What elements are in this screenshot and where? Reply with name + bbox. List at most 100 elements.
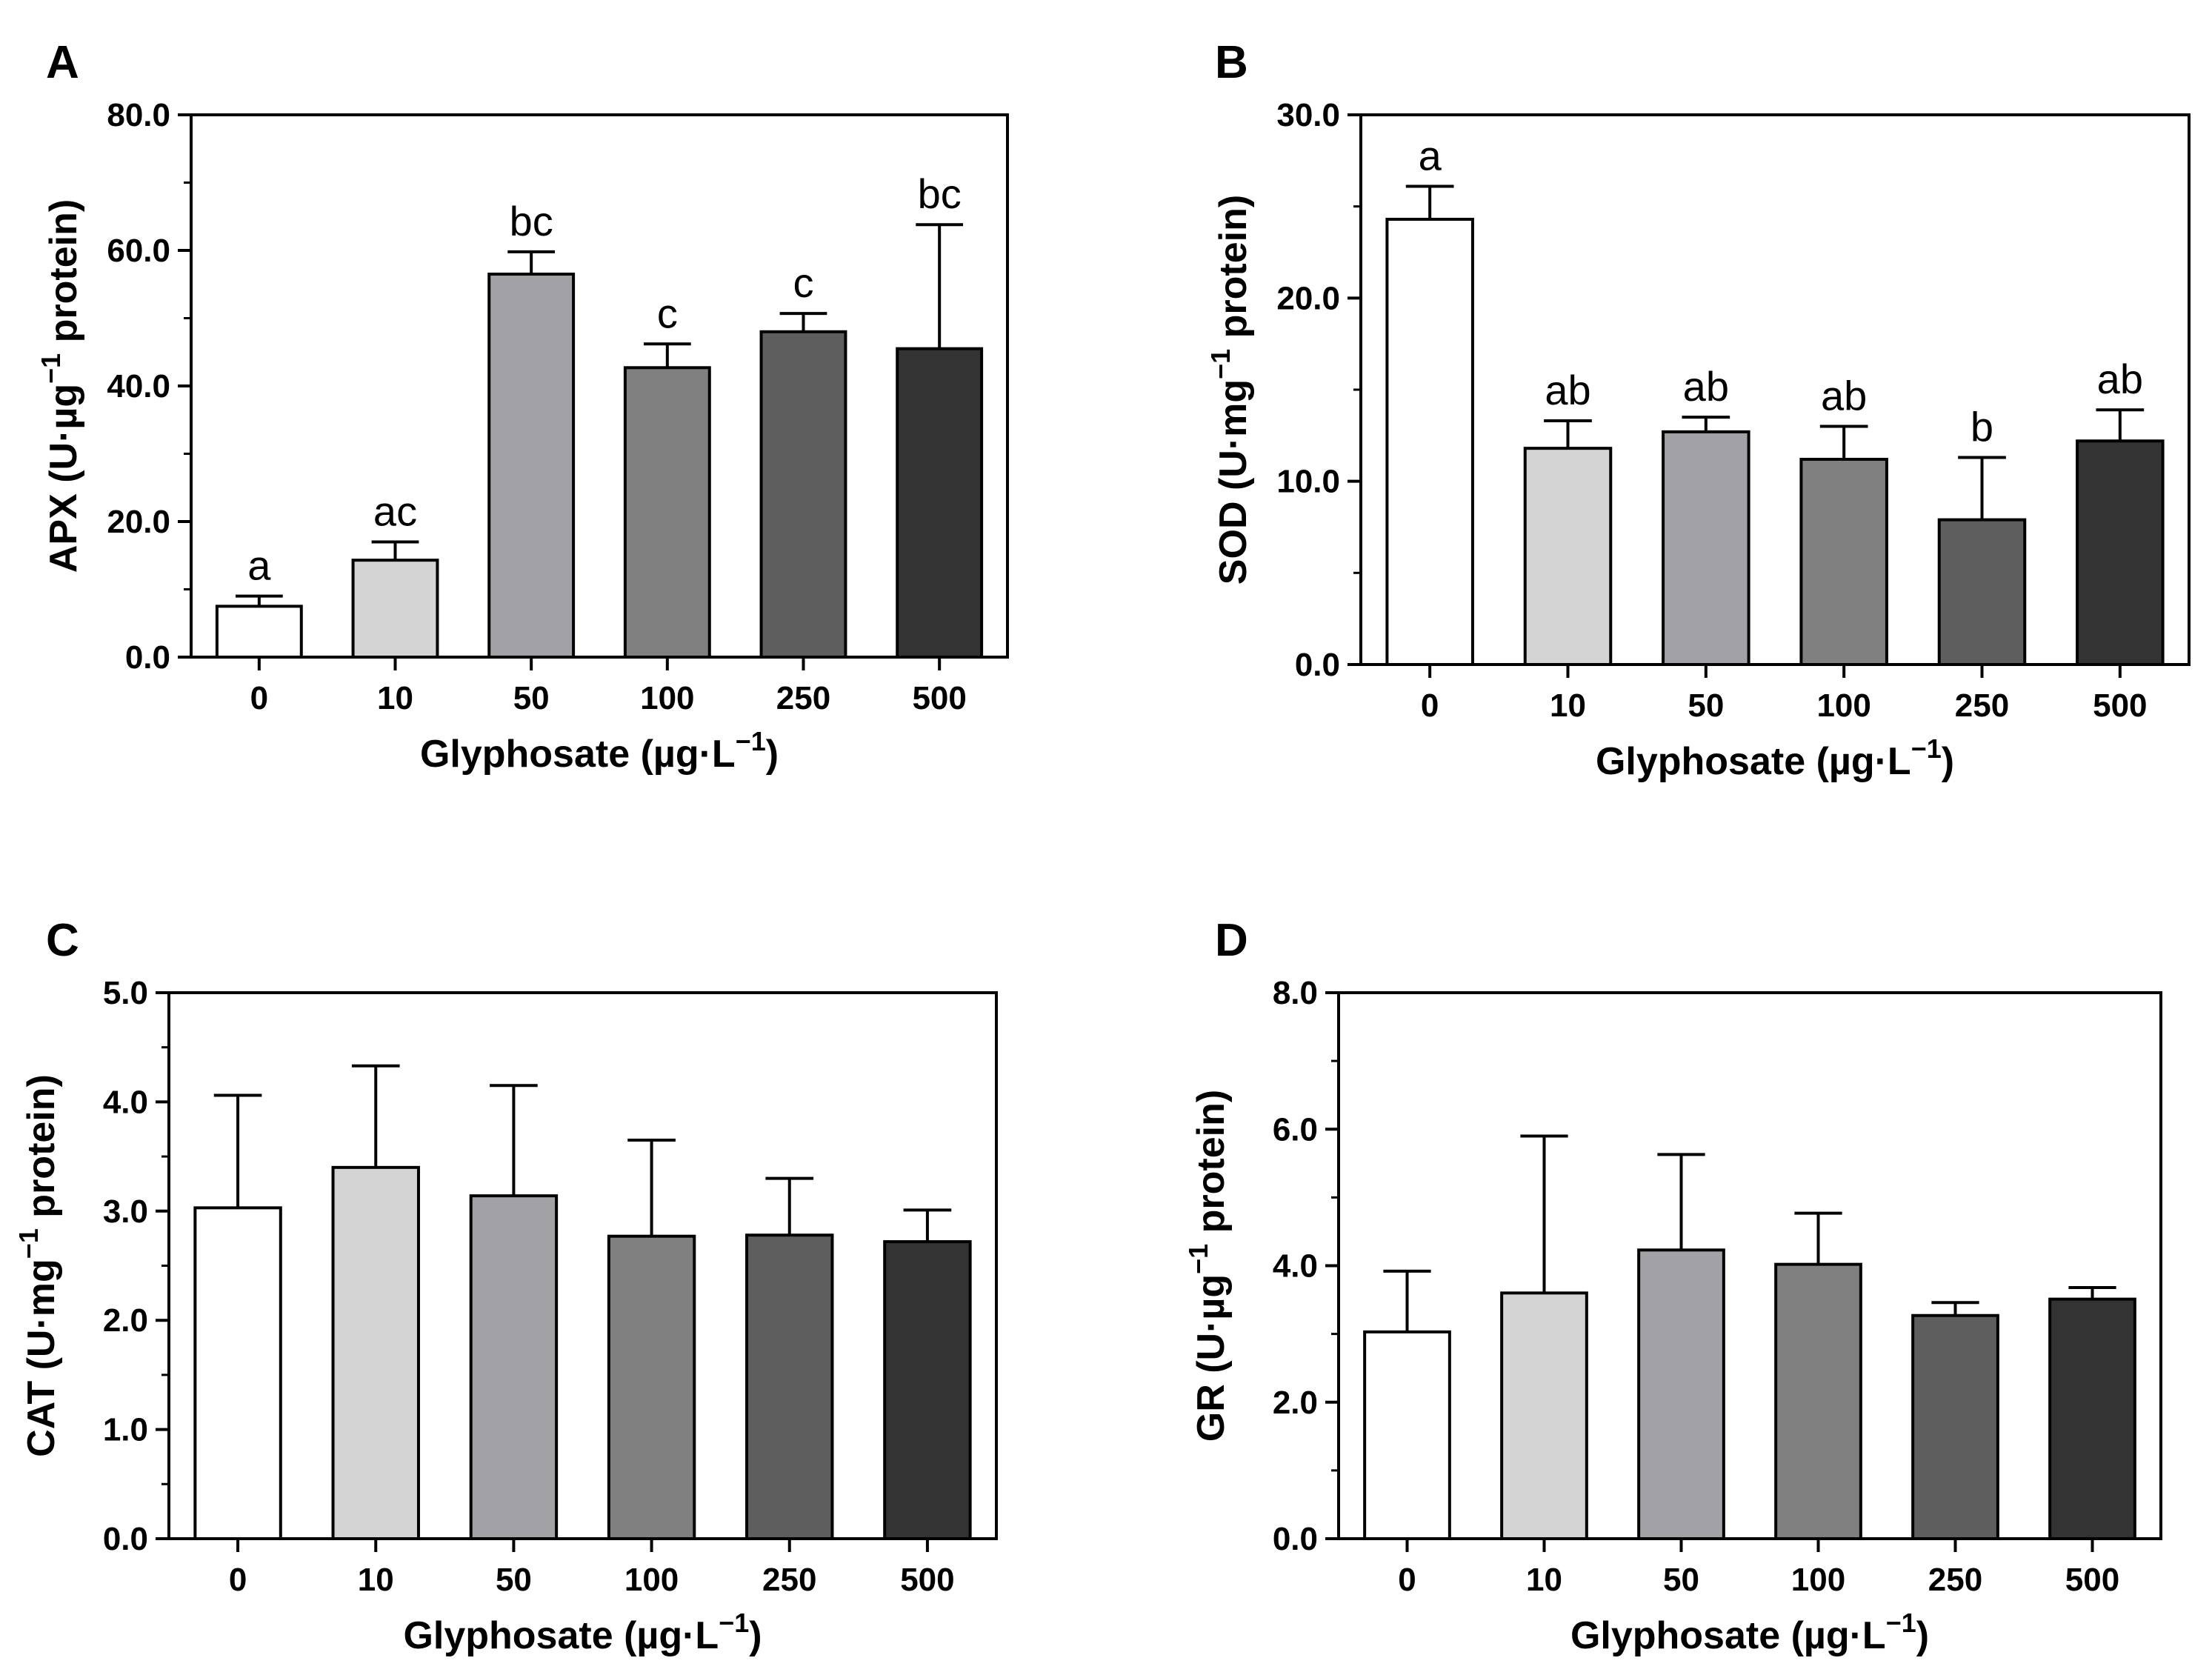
bar-10 — [351, 559, 439, 659]
x-tick-label: 50 — [513, 680, 550, 716]
significance-label: ab — [1545, 367, 1590, 413]
bar-0 — [1363, 1330, 1451, 1540]
x-tick-label: 250 — [1928, 1562, 1982, 1598]
plot-frame — [190, 113, 1009, 659]
panel-b: B 0.0 10.0 20.0 30.0 a 0 ab 10 ab 50 ab 100 b 250 ab 500… — [1205, 37, 2191, 783]
bar-250 — [745, 1233, 834, 1541]
bar-250 — [1911, 1313, 1999, 1540]
plot-frame — [1359, 113, 2191, 666]
bar-100 — [1799, 457, 1888, 667]
x-tick-label: 100 — [624, 1562, 679, 1598]
y-tick-label: 4.0 — [1273, 1248, 1318, 1285]
bar-0 — [1385, 217, 1474, 667]
panel-letter: C — [46, 915, 79, 966]
significance-label: bc — [510, 198, 553, 244]
y-tick-label: 8.0 — [1273, 975, 1318, 1011]
y-tick-label: 5.0 — [103, 975, 148, 1011]
bar-100 — [607, 1234, 696, 1541]
y-tick-label: 0.0 — [125, 639, 170, 676]
y-axis-title: SOD (U·mg−1 protein) — [1205, 195, 1255, 585]
bar-10 — [1523, 447, 1613, 666]
y-tick-label: 60.0 — [107, 233, 170, 269]
bar-0 — [215, 605, 303, 659]
x-tick-label: 100 — [1816, 687, 1870, 724]
x-tick-label: 100 — [640, 680, 694, 716]
y-tick-label: 0.0 — [103, 1521, 148, 1557]
bar-100 — [623, 366, 711, 659]
y-tick-label: 1.0 — [103, 1412, 148, 1448]
y-axis-title: APX (U·µg−1 protein) — [36, 199, 85, 573]
bar-50 — [469, 1194, 559, 1540]
x-axis-title: Glyphosate (µg·L−1) — [403, 1608, 762, 1657]
panel-d: D 0.0 2.0 4.0 6.0 8.0 0 10 50 100 250 500 Glyphosate… — [1183, 915, 2162, 1657]
bar-250 — [1937, 518, 2027, 667]
bar-500 — [896, 347, 984, 659]
x-tick-label: 10 — [358, 1562, 394, 1598]
panel-c: C 0.0 1.0 2.0 3.0 4.0 5.0 0 10 50 100 250 500 Glyphos… — [13, 915, 998, 1657]
x-tick-label: 50 — [1688, 687, 1724, 724]
y-tick-label: 3.0 — [103, 1193, 148, 1230]
x-tick-label: 10 — [377, 680, 413, 716]
significance-label: c — [657, 290, 678, 336]
significance-label: ac — [373, 487, 417, 534]
significance-label: a — [1419, 132, 1442, 179]
y-axis-title: GR (U·µg−1 protein) — [1183, 1090, 1233, 1442]
x-tick-label: 500 — [2065, 1562, 2119, 1598]
significance-label: ab — [2097, 356, 2143, 402]
significance-label: bc — [918, 170, 962, 217]
y-tick-label: 20.0 — [1276, 280, 1340, 316]
y-tick-label: 6.0 — [1273, 1111, 1318, 1148]
bar-250 — [759, 330, 847, 659]
bar-0 — [193, 1206, 282, 1541]
y-tick-label: 40.0 — [107, 368, 170, 404]
y-tick-label: 0.0 — [1295, 647, 1340, 683]
x-tick-label: 250 — [776, 680, 830, 716]
x-tick-label: 0 — [250, 680, 268, 716]
bar-50 — [1662, 430, 1750, 666]
x-tick-label: 500 — [2093, 687, 2147, 724]
significance-label: b — [1971, 404, 1993, 450]
x-axis-title: Glyphosate (µg·L−1) — [420, 726, 779, 776]
plot-frame — [1337, 991, 2162, 1540]
plot-frame — [167, 991, 998, 1540]
x-tick-label: 50 — [1663, 1562, 1699, 1598]
bar-500 — [2048, 1297, 2136, 1540]
x-tick-label: 0 — [1421, 687, 1439, 724]
panel-a: A 0.0 20.0 40.0 60.0 80.0 a 0 ac 10 bc 50 c 100 c 250 bc… — [36, 37, 1009, 776]
bar-500 — [883, 1240, 972, 1541]
x-tick-label: 250 — [1955, 687, 2009, 724]
significance-label: ab — [1683, 363, 1729, 410]
y-tick-label: 2.0 — [103, 1302, 148, 1339]
y-axis-title: CAT (U·mg−1 protein) — [13, 1074, 63, 1457]
panel-letter: D — [1215, 915, 1248, 966]
x-tick-label: 100 — [1791, 1562, 1845, 1598]
significance-label: ab — [1821, 372, 1867, 419]
panel-letter: A — [46, 37, 79, 88]
panel-letter: B — [1215, 37, 1248, 88]
x-tick-label: 10 — [1550, 687, 1586, 724]
y-tick-label: 4.0 — [103, 1084, 148, 1120]
x-axis-title: Glyphosate (µg·L−1) — [1570, 1608, 1929, 1657]
bar-10 — [1500, 1291, 1588, 1540]
x-tick-label: 0 — [229, 1562, 247, 1598]
x-tick-label: 250 — [762, 1562, 816, 1598]
x-tick-label: 0 — [1398, 1562, 1416, 1598]
bar-50 — [1637, 1248, 1725, 1541]
significance-label: a — [247, 542, 271, 589]
y-tick-label: 80.0 — [107, 97, 170, 133]
bar-100 — [1774, 1262, 1862, 1540]
bar-50 — [487, 273, 576, 659]
significance-label: c — [793, 259, 814, 306]
x-tick-label: 500 — [912, 680, 966, 716]
y-tick-label: 0.0 — [1273, 1521, 1318, 1557]
y-tick-label: 10.0 — [1276, 464, 1340, 500]
y-tick-label: 30.0 — [1276, 97, 1340, 133]
bar-500 — [2076, 439, 2165, 667]
y-tick-label: 20.0 — [107, 504, 170, 540]
bar-10 — [331, 1165, 420, 1540]
x-axis-title: Glyphosate (µg·L−1) — [1596, 733, 1954, 783]
x-tick-label: 500 — [900, 1562, 954, 1598]
y-tick-label: 2.0 — [1273, 1385, 1318, 1421]
x-tick-label: 10 — [1526, 1562, 1562, 1598]
